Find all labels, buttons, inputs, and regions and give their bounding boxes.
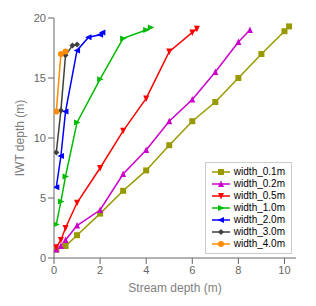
- html-text:width_4.0m: width_4.0m: [233, 238, 285, 249]
- html-text:width_3.0m: width_3.0m: [233, 226, 285, 237]
- svg-text:10: 10: [34, 132, 46, 144]
- html-text:width_0.5m: width_0.5m: [233, 190, 285, 201]
- svg-text:Stream depth (m): Stream depth (m): [128, 281, 221, 295]
- html-text:width_1.0m: width_1.0m: [233, 202, 285, 213]
- html-text:width_0.2m: width_0.2m: [233, 178, 285, 189]
- html-text:width_2.0m: width_2.0m: [233, 214, 285, 225]
- svg-text:15: 15: [34, 72, 46, 84]
- svg-text:5: 5: [40, 192, 46, 204]
- svg-text:0: 0: [51, 264, 57, 276]
- svg-text:20: 20: [34, 12, 46, 24]
- svg-text:4: 4: [143, 264, 149, 276]
- svg-text:6: 6: [189, 264, 195, 276]
- svg-text:IWT depth (m): IWT depth (m): [13, 100, 27, 176]
- svg-text:10: 10: [278, 264, 290, 276]
- svg-text:2: 2: [97, 264, 103, 276]
- html-text:width_0.1m: width_0.1m: [233, 166, 285, 177]
- svg-text:8: 8: [235, 264, 241, 276]
- svg-text:0: 0: [40, 252, 46, 264]
